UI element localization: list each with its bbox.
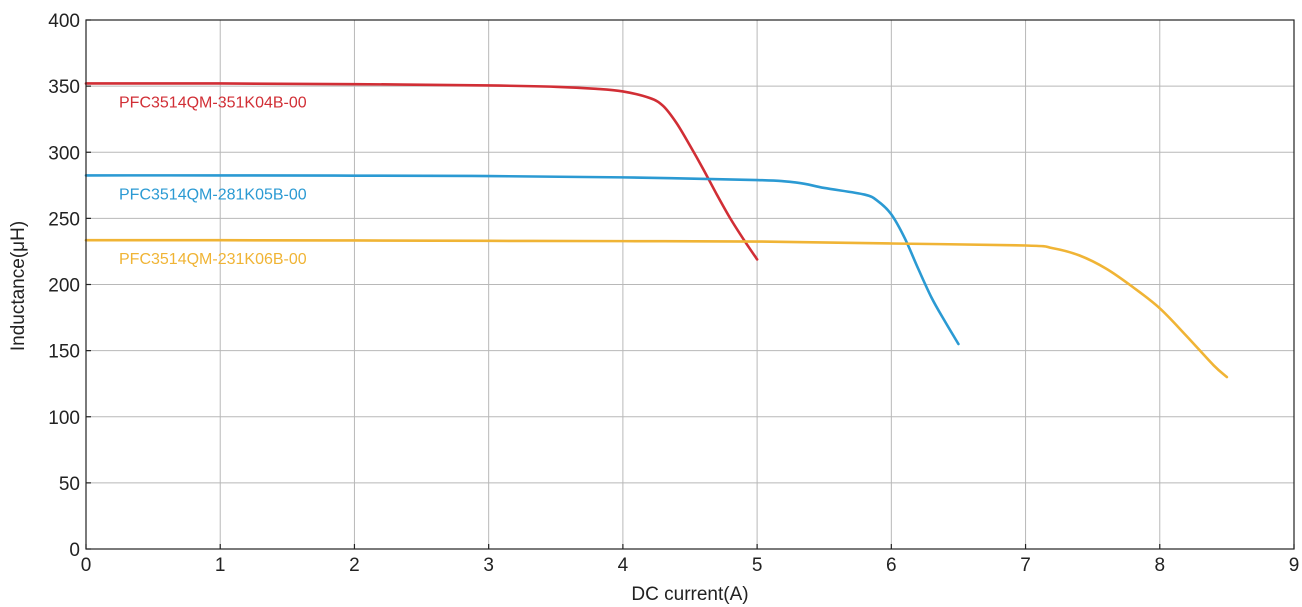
y-tick-label: 0 [69, 540, 80, 561]
x-tick-label: 9 [1289, 555, 1300, 576]
series-line-pfc3514qm-231k06b-00 [84, 238, 1229, 379]
tick-labels: 0 1 2 3 4 5 6 7 8 9 0 50 100 150 200 250 300 350 400 [48, 11, 1299, 576]
x-tick-label: 1 [215, 555, 226, 576]
y-tick-label: 150 [48, 342, 80, 363]
x-axis-title: DC current(A) [631, 584, 748, 605]
x-tick-label: 2 [349, 555, 360, 576]
y-tick-label: 350 [48, 77, 80, 98]
y-tick-label: 400 [48, 11, 80, 32]
x-tick-label: 5 [752, 555, 763, 576]
x-tick-label: 7 [1020, 555, 1031, 576]
y-axis-title: Inductance(μH) [8, 221, 29, 351]
x-tick-label: 4 [618, 555, 629, 576]
x-tick-label: 8 [1154, 555, 1165, 576]
y-tick-label: 100 [48, 408, 80, 429]
y-tick-label: 250 [48, 209, 80, 230]
y-tick-label: 200 [48, 276, 80, 297]
y-tick-label: 50 [59, 474, 80, 495]
series-label-pfc3514qm-281k05b-00: PFC3514QM-281K05B-00 [119, 186, 307, 203]
series-labels: PFC3514QM-351K04B-00 PFC3514QM-281K05B-00… [119, 94, 307, 268]
x-tick-label: 3 [483, 555, 494, 576]
y-tick-label: 300 [48, 143, 80, 164]
series-line-pfc3514qm-351k04b-00 [84, 82, 759, 261]
x-tick-label: 0 [81, 555, 92, 576]
series-line-pfc3514qm-281k05b-00 [84, 174, 960, 346]
series-group [84, 82, 1229, 379]
x-tick-label: 6 [886, 555, 897, 576]
series-label-pfc3514qm-351k04b-00: PFC3514QM-351K04B-00 [119, 94, 307, 111]
series-label-pfc3514qm-231k06b-00: PFC3514QM-231K06B-00 [119, 251, 307, 268]
